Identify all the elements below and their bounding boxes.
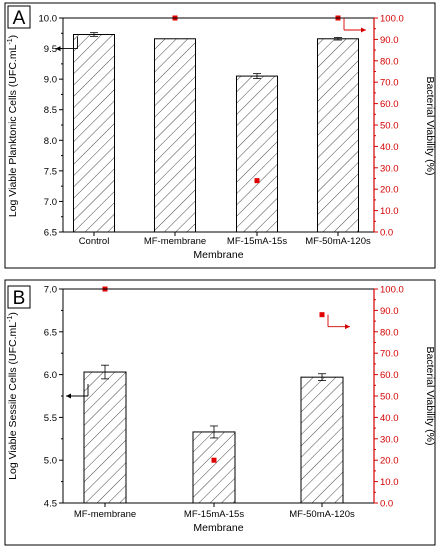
panel-label-box: [7, 5, 31, 29]
x-tick-label: MF-membrane: [74, 509, 136, 520]
y2-tick-label: 20.0: [380, 185, 399, 196]
y-tick-label: 8.0: [44, 136, 57, 147]
y-tick-label: 6.5: [44, 327, 57, 338]
y-axis-label-superscript: -1: [7, 316, 14, 322]
bar: [236, 75, 278, 233]
panel-label-box: [7, 285, 31, 309]
y2-tick-label: 10.0: [380, 477, 399, 488]
bar: [73, 34, 115, 233]
y-axis-label: Log Viable Sessile Cells (UFC.mL-1): [7, 312, 19, 480]
x-tick-label: MF-50mA-120s: [289, 509, 355, 520]
y2-tick-label: 30.0: [380, 434, 399, 445]
x-tick-label: MF-15mA-15s: [184, 509, 244, 520]
chart-panel-b: B 4.5 5.0 5.5 6.0 6.5 7.0 0.0 10.0 20.0 30.0 40.0 50…: [4, 279, 436, 546]
panel-frame: [4, 279, 436, 546]
panel-frame: [4, 2, 436, 269]
y2-tick-label: 60.0: [380, 99, 399, 110]
right-arrow-head-icon: [345, 324, 350, 330]
y-axis-label-main: Log Viable Planktonic Cells (UFC.mL: [7, 44, 19, 217]
y-tick-label: 7.0: [44, 285, 57, 296]
x-tick-label: Control: [79, 236, 110, 247]
y2-tick-label: 50.0: [380, 121, 399, 132]
right-arrow-head-icon: [361, 27, 366, 33]
y2-tick-label: 60.0: [380, 370, 399, 381]
y2-tick-label: 100.0: [380, 14, 404, 25]
y-axis-label-superscript: -1: [7, 38, 14, 44]
x-tick-label: MF-50mA-120s: [305, 236, 371, 247]
y-axis-label-close: ): [7, 312, 19, 316]
y2-tick-label: 20.0: [380, 456, 399, 467]
y2-tick-label: 90.0: [380, 306, 399, 317]
y2-tick-label: 10.0: [380, 206, 399, 217]
y2-tick-label: 80.0: [380, 327, 399, 338]
bar: [192, 431, 236, 504]
y-axis-label: Log Viable Planktonic Cells (UFC.mL-1): [7, 35, 19, 217]
y2-tick-label: 30.0: [380, 163, 399, 174]
left-arrow-head-icon: [66, 393, 71, 399]
bar: [83, 371, 127, 504]
y-tick-label: 7.0: [44, 197, 57, 208]
x-tick-label: MF-15mA-15s: [227, 236, 287, 247]
viability-point: [319, 312, 325, 318]
y2-tick-label: 50.0: [380, 392, 399, 403]
y-axis-label-close: ): [7, 35, 19, 39]
y-tick-label: 4.5: [44, 499, 57, 510]
y2-tick-label: 0.0: [380, 499, 393, 510]
y2-tick-label: 100.0: [380, 285, 404, 296]
y2-tick-label: 70.0: [380, 78, 399, 89]
viability-point: [211, 457, 217, 463]
bar: [154, 38, 196, 233]
y-tick-label: 5.5: [44, 413, 57, 424]
y2-tick-label: 80.0: [380, 56, 399, 67]
y2-tick-label: 40.0: [380, 413, 399, 424]
x-axis-label: Membrane: [193, 249, 243, 261]
bar: [300, 376, 344, 504]
y-tick-label: 9.5: [44, 44, 57, 55]
y-tick-label: 8.5: [44, 105, 57, 116]
y-tick-label: 6.5: [44, 228, 57, 239]
viability-point: [254, 178, 260, 184]
left-arrow-head-icon: [55, 46, 61, 52]
y-tick-label: 7.5: [44, 166, 57, 177]
bar: [317, 38, 359, 233]
y2-tick-label: 0.0: [380, 228, 393, 239]
y2-axis-label: Bacterial Viability (%): [424, 346, 436, 445]
y-tick-label: 6.0: [44, 370, 57, 381]
y2-tick-label: 40.0: [380, 142, 399, 153]
y-tick-label: 9.0: [44, 75, 57, 86]
y2-axis-label: Bacterial Viability (%): [424, 76, 436, 175]
panel-label: B: [13, 288, 26, 309]
y-tick-label: 5.0: [44, 456, 57, 467]
y2-tick-label: 90.0: [380, 35, 399, 46]
y-tick-label: 10.0: [39, 14, 58, 25]
y2-tick-label: 70.0: [380, 349, 399, 360]
y-axis-label-main: Log Viable Sessile Cells (UFC.mL: [7, 322, 19, 480]
panel-label: A: [13, 8, 26, 29]
x-tick-label: MF-membrane: [144, 236, 206, 247]
x-axis-label: Membrane: [193, 522, 243, 534]
chart-panel-a: A 6.5 7.0 7.5 8.0 8.5 9.0 9.5 10.0 0.0 10.0 20.0 30.…: [4, 2, 436, 269]
